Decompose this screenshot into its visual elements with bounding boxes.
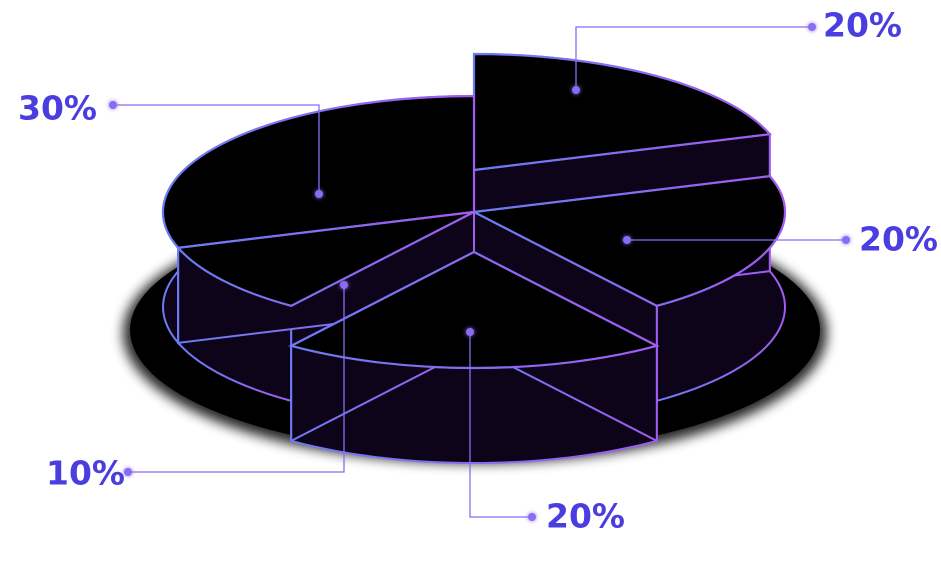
leader-end-dot [124, 468, 132, 476]
pie-slice-top [176, 210, 475, 308]
leader-end-dot [109, 101, 117, 109]
pie-labels: 20% 20% 20% 10% 30% [18, 6, 938, 536]
leader-line [575, 26, 812, 90]
pie-slice-3 [288, 250, 660, 465]
leader-dot [466, 328, 474, 336]
leader-line [113, 104, 320, 194]
pie-slice-label: 20% [546, 497, 625, 536]
pie-slice-label: 30% [18, 89, 97, 128]
pie-label-5: 30% [18, 89, 323, 198]
pie-label-3: 20% [466, 328, 625, 536]
pie-slices [161, 52, 787, 465]
pie-label-2: 20% [623, 220, 938, 259]
pie-label-4: 10% [46, 281, 348, 493]
leader-end-dot [528, 513, 536, 521]
pie-slice-label: 20% [823, 6, 902, 45]
pie-slice-label: 10% [46, 454, 125, 493]
leader-end-dot [808, 23, 816, 31]
pie-slice-top [288, 250, 660, 370]
leader-dot [623, 236, 631, 244]
pie-slice-top [472, 52, 772, 172]
leader-dot [572, 86, 580, 94]
leader-dot [340, 281, 348, 289]
leader-line [128, 285, 345, 473]
pie-slice-label: 20% [859, 220, 938, 259]
leader-line [469, 332, 532, 518]
pie-label-1: 20% [572, 6, 902, 94]
leader-end-dot [842, 236, 850, 244]
leader-dot [315, 190, 323, 198]
